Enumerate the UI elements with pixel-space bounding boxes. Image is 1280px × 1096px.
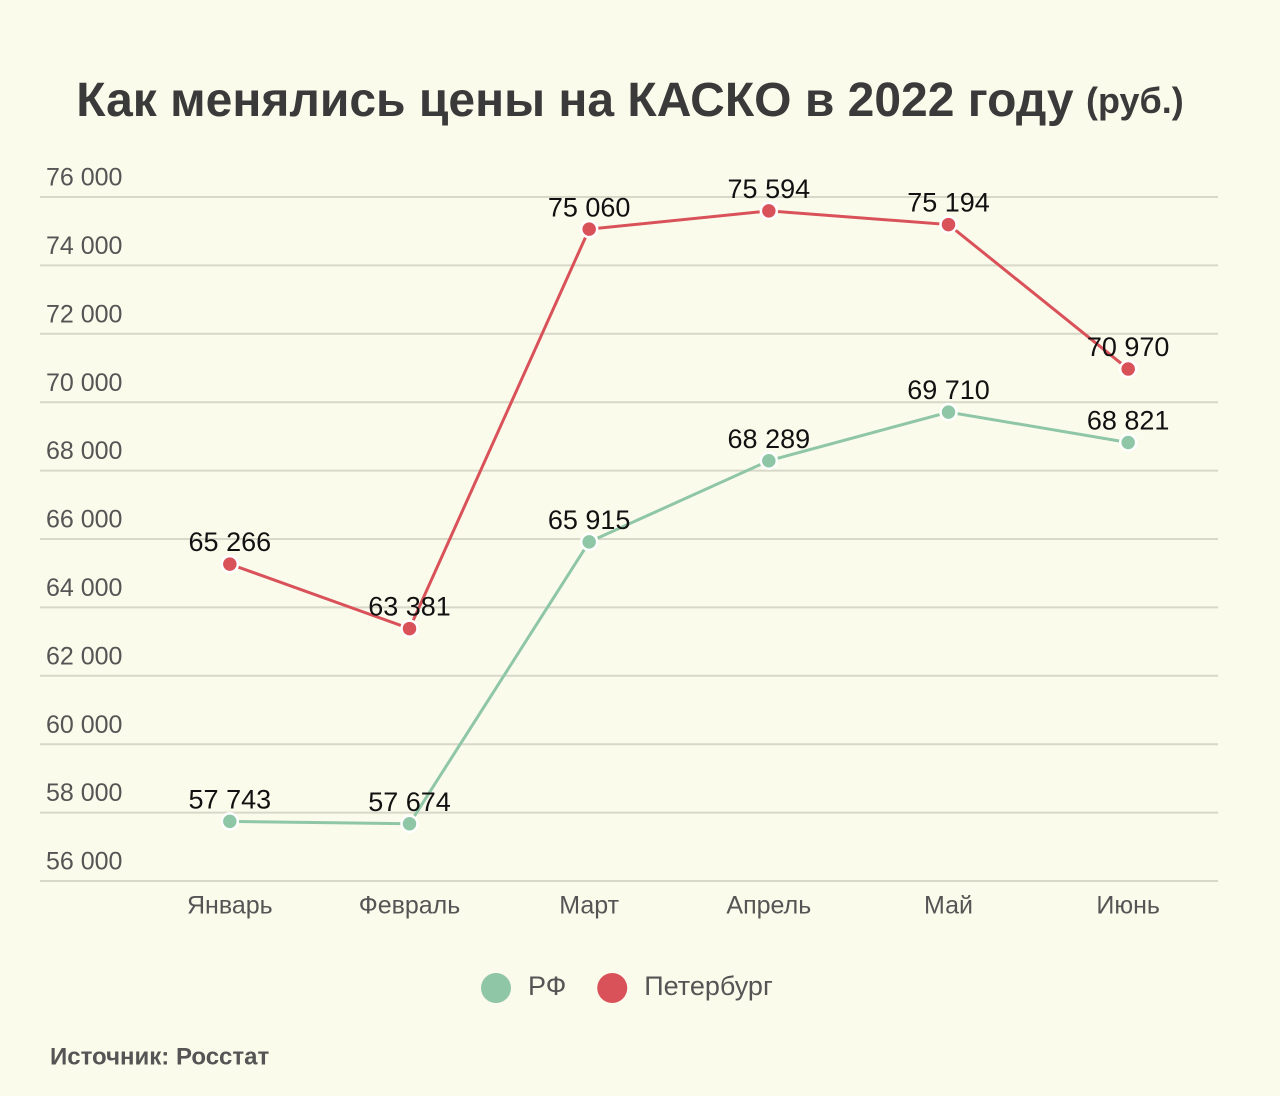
x-tick-label: Май xyxy=(924,892,973,920)
data-point xyxy=(939,402,958,422)
data-point xyxy=(220,812,240,831)
data-point xyxy=(400,619,419,638)
legend-label: РФ xyxy=(528,971,566,1001)
y-tick-label: 74 000 xyxy=(46,232,122,260)
legend-marker xyxy=(597,973,628,1003)
data-point xyxy=(1118,359,1138,379)
chart-title: Как менялись цены на КАСКО в 2022 году xyxy=(76,74,1074,127)
data-point xyxy=(400,814,419,833)
x-tick-label: Июнь xyxy=(1096,892,1160,920)
y-tick-label: 60 000 xyxy=(46,711,122,739)
x-tick-label: Январь xyxy=(187,892,273,920)
y-tick-label: 72 000 xyxy=(46,300,122,328)
y-tick-label: 66 000 xyxy=(46,506,122,534)
data-label: 65 266 xyxy=(189,527,272,557)
data-label: 68 821 xyxy=(1087,406,1170,436)
data-label: 75 194 xyxy=(907,188,990,218)
y-tick-label: 76 000 xyxy=(46,164,122,192)
y-tick-label: 62 000 xyxy=(46,642,122,670)
data-label: 57 674 xyxy=(368,787,451,817)
x-tick-label: Март xyxy=(559,892,619,920)
x-tick-label: Апрель xyxy=(726,892,811,920)
x-tick-label: Февраль xyxy=(359,892,461,920)
data-label: 63 381 xyxy=(368,592,451,622)
data-point xyxy=(1118,433,1138,452)
data-point xyxy=(220,554,240,574)
y-tick-label: 64 000 xyxy=(46,574,122,602)
series-line xyxy=(229,410,1129,826)
chart-title-line: Как менялись цены на КАСКО в 2022 году (… xyxy=(76,74,1184,127)
source: Источник: Росстат xyxy=(50,1043,270,1070)
y-tick-label: 56 000 xyxy=(46,848,122,876)
unit: (руб.) xyxy=(1086,80,1184,121)
y-tick-label: 68 000 xyxy=(46,437,122,465)
data-point xyxy=(759,201,779,221)
series-line xyxy=(229,209,1130,631)
data-label: 68 289 xyxy=(728,424,811,454)
data-point xyxy=(579,219,599,239)
data-point xyxy=(579,532,599,552)
data-label: 70 970 xyxy=(1087,332,1170,362)
data-label: 57 743 xyxy=(189,785,272,815)
data-label: 75 060 xyxy=(548,192,631,222)
legend-label: Петербург xyxy=(644,971,773,1001)
data-point xyxy=(759,451,779,470)
data-point xyxy=(939,215,958,234)
y-tick-label: 58 000 xyxy=(46,779,122,807)
y-tick-label: 70 000 xyxy=(46,369,122,397)
data-label: 75 594 xyxy=(728,174,811,204)
data-label: 65 915 xyxy=(548,505,631,535)
data-label: 69 710 xyxy=(907,375,990,405)
legend-marker xyxy=(481,973,511,1003)
